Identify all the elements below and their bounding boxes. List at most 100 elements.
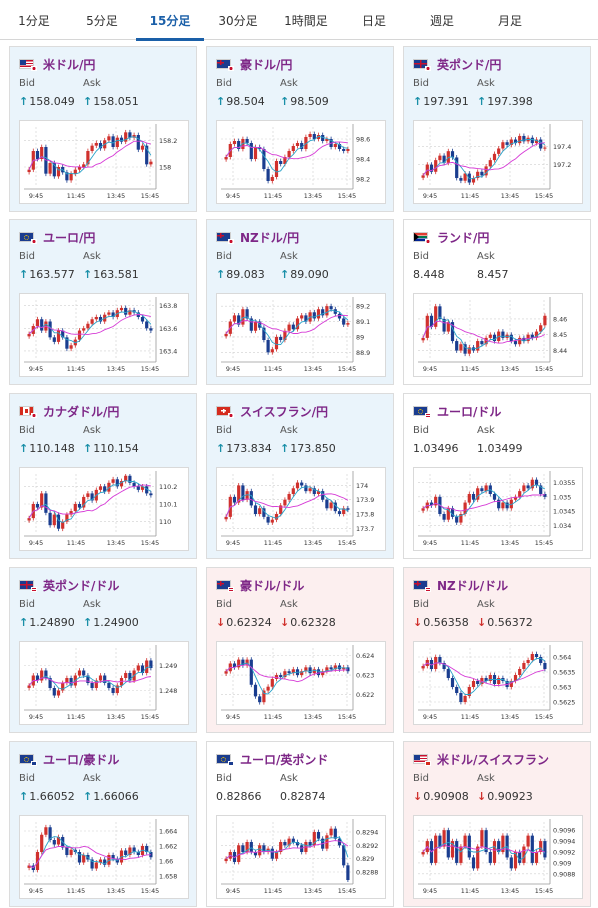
price-chart[interactable]: 1.664 1.662 1.66 1.658 9:45 11:45 13:45 15:45 <box>19 815 189 899</box>
x-tick-label: 13:45 <box>304 365 322 373</box>
x-tick-label: 13:45 <box>107 192 125 200</box>
price-chart[interactable]: 0.564 0.5635 0.563 0.5625 9:45 11:45 13:45 15:4… <box>413 641 583 725</box>
ask-label: Ask <box>280 425 298 436</box>
pair-name-link[interactable]: ランド/円 <box>437 231 490 245</box>
pair-name-link[interactable]: ユーロ/ドル <box>437 405 502 419</box>
price-chart[interactable]: 163.8 163.6 163.4 9:45 11:45 13:45 15:45 <box>19 293 189 377</box>
price-chart[interactable]: 0.8294 0.8292 0.829 0.8288 9:45 11:45 13:45 15:… <box>216 815 386 899</box>
price-chart[interactable]: 1.0355 1.035 1.0345 1.034 9:45 11:45 13:45 15:4… <box>413 467 583 551</box>
pair-name-link[interactable]: ユーロ/英ポンド <box>240 753 329 767</box>
price-chart[interactable]: 0.9096 0.9094 0.9092 0.909 0.9088 9:45 11:45 13… <box>413 815 583 899</box>
currency-card[interactable]: ユーロ/豪ドル Bid Ask ↑1.66052 ↑1.66066 1.664 1.662 1… <box>9 741 197 907</box>
pair-name-link[interactable]: 豪ドル/円 <box>240 58 293 72</box>
tab-weekly[interactable]: 週足 <box>429 13 454 28</box>
x-tick-label: 15:45 <box>338 539 356 547</box>
candle-body <box>237 659 241 668</box>
flag-icon <box>19 232 37 244</box>
x-tick-label: 11:45 <box>461 539 479 547</box>
candle-body <box>442 514 446 520</box>
currency-card[interactable]: NZドル/円 Bid Ask ↑89.083 ↑89.090 89.2 89.1 89 88.9… <box>206 219 394 385</box>
y-tick-label: 1.248 <box>159 687 177 695</box>
pair-name-link[interactable]: 米ドル/円 <box>43 58 96 72</box>
candlestick-chart-svg: 197.4 197.2 9:45 11:45 13:45 15:45 <box>418 124 571 200</box>
y-tick-label: 158.2 <box>159 137 177 145</box>
currency-card[interactable]: 米ドル/円 Bid Ask ↑158.049 ↑158.051 158.2 158 9:45 1… <box>9 46 197 212</box>
candle-body <box>316 135 321 139</box>
bid-value: 197.391 <box>423 95 469 108</box>
candle-body <box>241 485 245 500</box>
candle-body <box>149 328 153 331</box>
price-chart[interactable]: 0.624 0.623 0.622 9:45 11:45 13:45 15:45 <box>216 641 386 725</box>
candle-body <box>304 485 308 492</box>
candle-body <box>115 685 119 693</box>
y-tick-label: 0.9092 <box>553 849 575 857</box>
price-chart[interactable]: 197.4 197.2 9:45 11:45 13:45 15:45 <box>413 120 583 204</box>
candle-body <box>518 669 522 675</box>
flag-cross <box>414 581 421 586</box>
currency-card[interactable]: 米ドル/スイスフラン Bid Ask ↓0.90908 ↓0.90923 0.9096 0.… <box>403 741 591 907</box>
candle-body <box>270 349 274 353</box>
price-chart[interactable]: 1.249 1.248 9:45 11:45 13:45 15:45 <box>19 641 189 725</box>
bid-value: 89.083 <box>226 268 265 281</box>
candle-body <box>56 330 61 342</box>
tab-daily[interactable]: 日足 <box>361 13 386 28</box>
price-chart[interactable]: 158.2 158 9:45 11:45 13:45 15:45 <box>19 120 189 204</box>
candle-body <box>291 669 295 674</box>
tab-1hour[interactable]: 1時間足 <box>284 13 328 28</box>
candle-body <box>534 852 539 863</box>
candle-body <box>300 315 304 319</box>
price-chart[interactable]: 89.2 89.1 89 88.9 9:45 11:45 13:45 15:45 <box>216 293 386 377</box>
currency-card[interactable]: ユーロ/英ポンド Bid Ask 0.82866 0.82874 0.8294 0.8292… <box>206 741 394 907</box>
price-chart[interactable]: 98.6 98.4 98.2 9:45 11:45 13:45 15:45 <box>216 120 386 204</box>
candle-body <box>492 841 497 863</box>
ask-price: 1.03499 <box>477 442 523 455</box>
pair-name-link[interactable]: 豪ドル/ドル <box>240 579 305 593</box>
candle-body <box>476 341 480 351</box>
y-tick-label: 98.4 <box>356 156 370 164</box>
pair-name-link[interactable]: 英ポンド/ドル <box>43 579 120 593</box>
bid-value: 0.90908 <box>423 790 469 803</box>
currency-card[interactable]: ユーロ/円 Bid Ask ↑163.577 ↑163.581 163.8 163.6 163… <box>9 219 197 385</box>
pair-name-link[interactable]: 米ドル/スイスフラン <box>437 753 550 767</box>
pair-name-link[interactable]: ユーロ/豪ドル <box>43 753 120 767</box>
pair-name-link[interactable]: 英ポンド/円 <box>437 58 502 72</box>
currency-card[interactable]: ユーロ/ドル Bid Ask 1.03496 1.03499 1.0355 1.035 1.0… <box>403 393 591 559</box>
arrow-up-icon: ↑ <box>83 616 93 629</box>
price-chart[interactable]: 8.46 8.45 8.44 9:45 11:45 13:45 15:45 <box>413 293 583 377</box>
currency-card[interactable]: ランド/円 Bid Ask 8.448 8.457 8.46 8.45 8.44 9:45 11:… <box>403 219 591 385</box>
candle-body <box>509 857 513 869</box>
currency-card[interactable]: 豪ドル/円 Bid Ask ↑98.504 ↑98.509 98.6 98.4 98.2 9:4… <box>206 46 394 212</box>
currency-card[interactable]: 英ポンド/ドル Bid Ask ↑1.24890 ↑1.24900 1.249 1.248 9… <box>9 567 197 733</box>
x-tick-label: 13:45 <box>107 713 125 721</box>
currency-card[interactable]: スイスフラン/円 Bid Ask ↑173.834 ↑173.850 174 173.9 17… <box>206 393 394 559</box>
currency-card[interactable]: NZドル/ドル Bid Ask ↓0.56358 ↓0.56372 0.564 0.5635… <box>403 567 591 733</box>
y-tick-label: 197.2 <box>553 161 571 169</box>
pair-name-link[interactable]: ユーロ/円 <box>43 231 96 245</box>
pair-name-link[interactable]: NZドル/円 <box>240 231 300 245</box>
y-tick-label: 173.9 <box>356 496 374 504</box>
candle-body <box>463 835 467 847</box>
tab-30min[interactable]: 30分足 <box>218 13 258 28</box>
candle-body <box>342 667 346 670</box>
x-tick-label: 9:45 <box>423 192 437 200</box>
currency-card[interactable]: カナダドル/円 Bid Ask ↑110.148 ↑110.154 110.2 110.1 1… <box>9 393 197 559</box>
tab-5min[interactable]: 5分足 <box>86 13 118 28</box>
price-chart[interactable]: 110.2 110.1 110 9:45 11:45 13:45 15:45 <box>19 467 189 551</box>
pair-name-link[interactable]: カナダドル/円 <box>43 405 120 419</box>
tab-1min[interactable]: 1分足 <box>18 13 50 28</box>
flag-cross <box>20 581 33 589</box>
candle-body <box>287 671 291 674</box>
pair-name-link[interactable]: NZドル/ドル <box>437 579 509 593</box>
x-tick-label: 15:45 <box>535 713 553 721</box>
currency-card[interactable]: 豪ドル/ドル Bid Ask ↓0.62324 ↓0.62328 0.624 0.623 0.… <box>206 567 394 733</box>
candle-body <box>90 319 94 324</box>
candle-body <box>471 857 476 869</box>
price-chart[interactable]: 174 173.9 173.8 173.7 9:45 11:45 13:45 15:45 <box>216 467 386 551</box>
y-tick-label: 89.1 <box>356 318 370 326</box>
ask-label: Ask <box>280 251 298 262</box>
candle-body <box>232 315 237 322</box>
currency-card[interactable]: 英ポンド/円 Bid Ask ↑197.391 ↑197.398 197.4 197.2 9:… <box>403 46 591 212</box>
tab-15min[interactable]: 15分足 <box>136 0 204 41</box>
tab-monthly[interactable]: 月足 <box>497 13 522 28</box>
pair-name-link[interactable]: スイスフラン/円 <box>240 405 329 419</box>
